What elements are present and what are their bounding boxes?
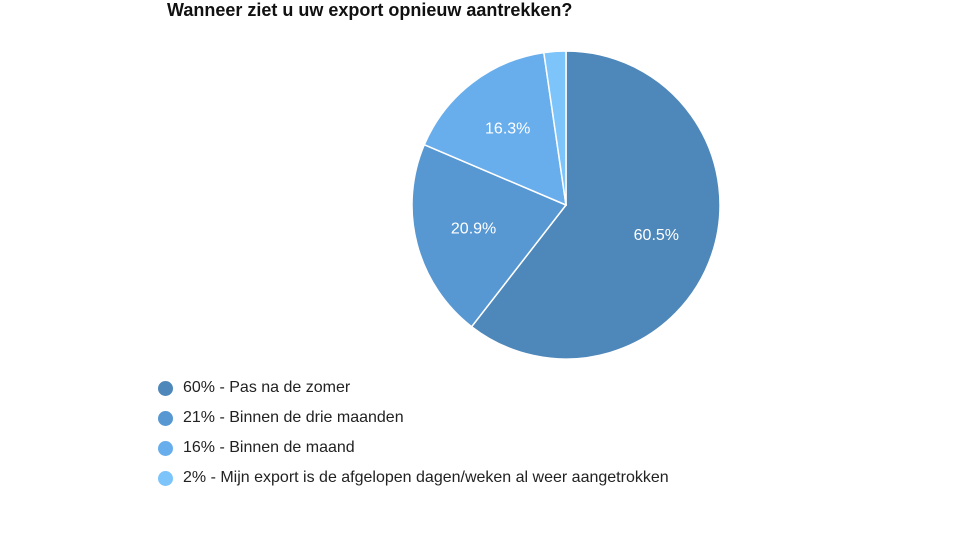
legend-item[interactable]: 16% - Binnen de maand [158,437,718,459]
slice-data-label: 60.5% [634,227,679,244]
legend-swatch [158,471,173,486]
pie-slice[interactable] [411,143,568,328]
legend-item[interactable]: 2% - Mijn export is de afgelopen dagen/w… [158,467,718,489]
legend-label: 2% - Mijn export is de afgelopen dagen/w… [183,469,669,486]
legend-swatch [158,411,173,426]
slice-data-label: 16.3% [485,121,530,138]
legend-label: 21% - Binnen de drie maanden [183,409,404,426]
legend-label: 16% - Binnen de maand [183,439,355,456]
legend-item[interactable]: 60% - Pas na de zomer [158,377,718,399]
legend-swatch [158,441,173,456]
legend-item[interactable]: 21% - Binnen de drie maanden [158,407,718,429]
chart-title: Wanneer ziet u uw export opnieuw aantrek… [167,0,573,20]
slice-data-label: 20.9% [451,220,496,237]
legend: 60% - Pas na de zomer 21% - Binnen de dr… [158,377,718,497]
pie-slice[interactable] [423,51,567,207]
pie-slice[interactable] [542,50,567,206]
pie-slice[interactable] [470,50,721,360]
legend-swatch [158,381,173,396]
legend-label: 60% - Pas na de zomer [183,379,351,396]
